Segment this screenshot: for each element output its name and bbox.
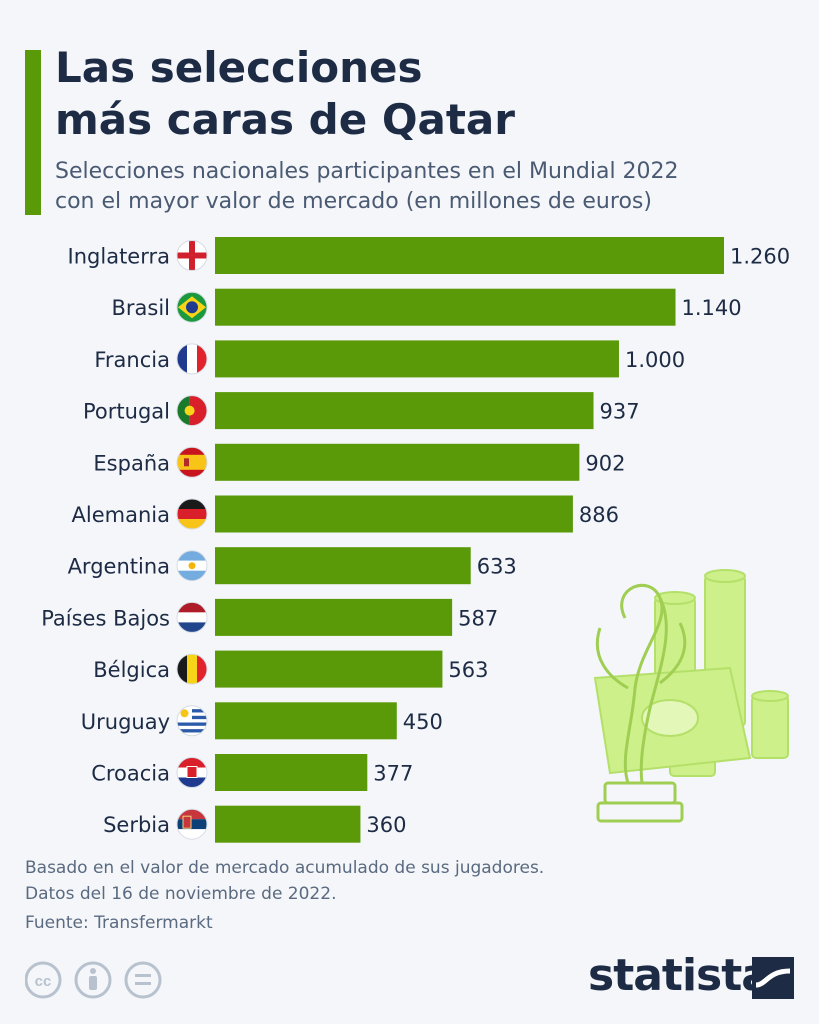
uruguay-flag-icon (176, 705, 208, 737)
bar[interactable] (215, 392, 594, 430)
value-label: 377 (373, 762, 413, 786)
bar[interactable] (215, 598, 453, 636)
bar-row: Inglaterra 1.260 (68, 237, 790, 274)
bar[interactable] (215, 547, 471, 585)
title-accent-bar (25, 50, 41, 215)
bar[interactable] (215, 805, 361, 843)
france-flag-icon (176, 343, 208, 375)
bar-row: Brasil 1.140 (111, 288, 742, 326)
category-label: Brasil (111, 296, 170, 320)
bar[interactable] (215, 288, 676, 326)
value-label: 1.000 (625, 348, 685, 372)
category-label: Portugal (83, 400, 170, 424)
category-label: Países Bajos (41, 606, 170, 630)
value-label: 902 (585, 451, 625, 475)
bar-row: Uruguay 450 (81, 702, 443, 740)
bar-row: Croacia 377 (91, 754, 413, 791)
category-label: Alemania (72, 503, 170, 527)
title-line-1: Las selecciones (55, 43, 423, 92)
bar[interactable] (215, 650, 443, 688)
statista-logo[interactable]: statista (588, 950, 771, 1001)
category-label: Argentina (68, 555, 170, 579)
bar-row: Francia 1.000 (94, 340, 685, 378)
portugal-flag-icon (176, 395, 208, 427)
svg-text:cc: cc (35, 973, 52, 990)
attribution-icon[interactable] (74, 961, 112, 999)
category-label: Inglaterra (68, 245, 170, 269)
category-label: Francia (94, 348, 170, 372)
page-subtitle: Selecciones nacionales participantes en … (55, 157, 775, 217)
bar-row: Portugal 937 (83, 392, 640, 430)
value-label: 633 (477, 555, 517, 579)
bar-row: Países Bajos 587 (41, 598, 498, 636)
brazil-flag-icon (176, 291, 208, 323)
value-label: 450 (403, 710, 443, 734)
page-title: Las selecciones más caras de Qatar (55, 42, 755, 146)
bar-row: Bélgica 563 (93, 650, 489, 688)
croatia-flag-icon (176, 757, 208, 788)
bar-row: Alemania 886 (72, 495, 619, 533)
value-label: 360 (366, 813, 406, 837)
category-label: Uruguay (81, 710, 170, 734)
value-label: 587 (458, 606, 498, 630)
belgium-flag-icon (176, 653, 208, 685)
category-label: Bélgica (93, 658, 170, 682)
germany-flag-icon (176, 498, 208, 530)
value-label: 1.140 (682, 296, 742, 320)
title-line-2: más caras de Qatar (55, 95, 515, 144)
spain-flag-icon (176, 446, 208, 478)
england-flag-icon (176, 240, 208, 271)
source-note[interactable]: Fuente: Transfermarkt (25, 913, 213, 933)
bar[interactable] (215, 495, 573, 533)
category-label: Serbia (103, 813, 170, 837)
no-derivatives-icon[interactable] (124, 961, 162, 999)
bar[interactable] (215, 237, 724, 274)
bar-row: España 902 (93, 443, 625, 481)
value-label: 886 (579, 503, 619, 527)
bar-row: Serbia 360 (103, 805, 407, 843)
category-label: Croacia (91, 762, 170, 786)
world-cup-trophy-money-illustration (593, 569, 789, 823)
argentina-flag-icon (176, 550, 208, 582)
creative-commons-icon[interactable]: cc (25, 961, 62, 999)
bar-row: Argentina 633 (68, 547, 517, 585)
footnote-line-1: Basado en el valor de mercado acumulado … (25, 858, 545, 878)
bar[interactable] (215, 443, 580, 481)
serbia-flag-icon (176, 808, 208, 840)
bar-chart: Inglaterra 1.260 Brasil 1.140 Francia 1.000 Po… (41, 237, 790, 843)
value-label: 563 (448, 658, 488, 682)
value-label: 937 (600, 400, 640, 424)
subtitle-line-1: Selecciones nacionales participantes en … (55, 159, 679, 184)
subtitle-line-2: con el mayor valor de mercado (en millon… (55, 189, 652, 214)
license-icons: cc (25, 961, 162, 999)
statista-logo-icon (752, 957, 794, 999)
footnote-line-2: Datos del 16 de noviembre de 2022. (25, 884, 337, 904)
category-label: España (93, 451, 170, 475)
bar[interactable] (215, 340, 619, 378)
bar[interactable] (215, 754, 368, 791)
value-label: 1.260 (730, 245, 790, 269)
bar[interactable] (215, 702, 397, 740)
netherlands-flag-icon (176, 601, 208, 633)
